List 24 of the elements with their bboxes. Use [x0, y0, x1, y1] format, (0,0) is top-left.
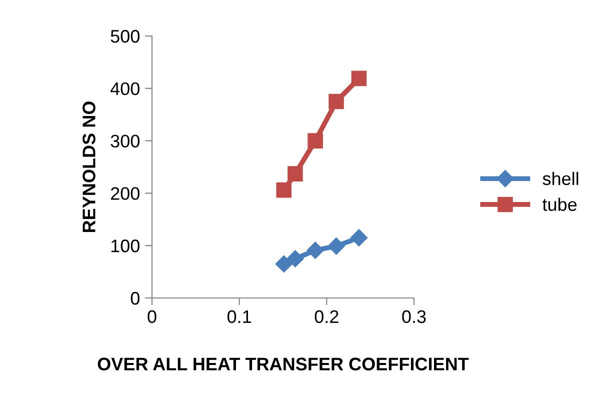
- point: [306, 242, 324, 259]
- x-tick-label: 0.2: [314, 310, 338, 324]
- y-axis-title: REYNOLDS NO: [82, 102, 96, 232]
- x-axis-title: OVER ALL HEAT TRANSFER COEFFICIENT: [98, 358, 469, 370]
- point: [276, 182, 292, 198]
- y-tick-label: 0: [130, 292, 140, 305]
- y-tick-label: 200: [110, 187, 140, 200]
- point: [288, 166, 303, 182]
- x-tick-label: 0.3: [402, 310, 426, 324]
- point: [328, 238, 345, 255]
- y-tick-label: 500: [110, 30, 140, 43]
- legend-label: tube: [542, 198, 577, 211]
- legend-label: shell: [542, 172, 578, 186]
- y-tick-label: 300: [110, 134, 140, 148]
- point: [328, 94, 344, 110]
- point: [275, 255, 292, 272]
- point: [350, 229, 368, 246]
- x-tick-label: 0: [148, 310, 156, 324]
- point: [308, 133, 323, 148]
- point: [286, 250, 304, 268]
- y-tick-label: 100: [111, 240, 140, 252]
- point: [351, 70, 367, 86]
- x-tick-label: 0.1: [227, 310, 252, 324]
- y-tick-label: 400: [110, 82, 140, 96]
